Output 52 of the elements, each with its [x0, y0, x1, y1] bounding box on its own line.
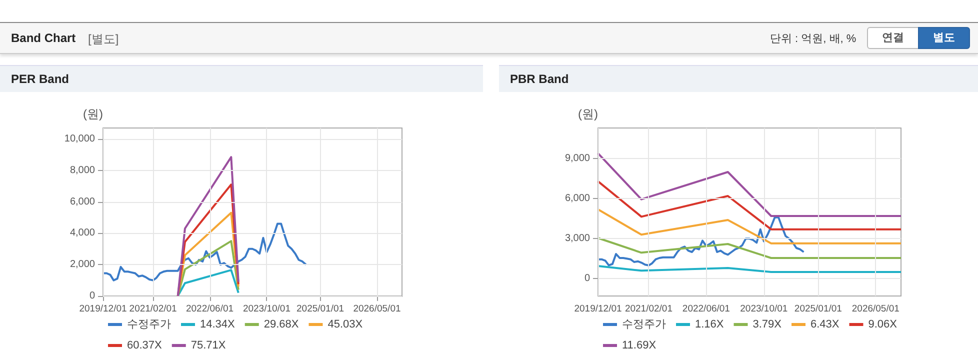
- line-series: [176, 156, 240, 297]
- x-tick-label: 2023/10/01: [740, 304, 788, 314]
- text: 단위 : 억원, 배, %: [770, 32, 856, 46]
- legend-label: 3.79X: [752, 318, 782, 330]
- x-tick-label: 2022/06/01: [186, 304, 234, 314]
- x-tick-label: 2023/10/01: [242, 304, 290, 314]
- legend-label: 29.68X: [264, 318, 300, 330]
- y-tick-label: 2,000: [70, 259, 96, 270]
- y-tick-label: 0: [89, 290, 96, 302]
- x-tick-label: 2022/06/01: [682, 304, 730, 314]
- legend-label: 9.06X: [868, 318, 898, 330]
- x-tick-label: 2026/05/01: [353, 304, 401, 314]
- legend-label: 6.43X: [810, 318, 840, 330]
- y-tick-label: 3,000: [564, 233, 590, 244]
- y-tick-label: 0: [584, 273, 590, 284]
- legend-label: 75.71X: [190, 340, 226, 352]
- y-tick-label: 6,000: [70, 196, 96, 208]
- y-tick-label: 10,000: [64, 133, 96, 144]
- y-tick-label: 9,000: [564, 153, 590, 164]
- text: 별도: [918, 27, 970, 49]
- y-axis-title: (원): [578, 107, 598, 121]
- legend-label: 45.03X: [328, 318, 364, 330]
- line-series: [597, 216, 805, 266]
- legend-label: 14.34X: [200, 318, 236, 330]
- x-tick-label: 2021/02/01: [624, 304, 672, 314]
- x-tick-label: 2025/01/01: [296, 304, 344, 314]
- y-tick-label: 8,000: [70, 164, 96, 176]
- legend-label: 11.69X: [622, 340, 657, 352]
- x-tick-label: 2019/12/01: [79, 304, 127, 314]
- line-series: [102, 222, 307, 282]
- line-series: [176, 269, 240, 297]
- legend-label: 1.16X: [695, 318, 724, 330]
- line-series: [597, 208, 902, 244]
- y-axis-title: (원): [83, 107, 103, 121]
- x-tick-label: 2026/05/01: [852, 304, 900, 314]
- chart-title: PER Band: [0, 65, 483, 92]
- x-tick-label: 2019/12/01: [574, 304, 622, 314]
- line-series: [597, 152, 902, 217]
- line-series: [176, 240, 240, 297]
- legend-label: 수정주가: [622, 318, 666, 330]
- text: 연결: [867, 27, 919, 49]
- legend-label: 수정주가: [127, 318, 171, 330]
- legend-label: 60.37X: [127, 340, 163, 352]
- x-tick-label: 2021/02/01: [129, 304, 177, 314]
- text: Band Chart: [11, 31, 76, 45]
- y-tick-label: 4,000: [70, 228, 96, 239]
- line-series: [597, 237, 902, 259]
- x-tick-label: 2025/01/01: [794, 304, 842, 314]
- chart-title: PBR Band: [499, 65, 978, 92]
- text: [별도]: [88, 31, 119, 48]
- y-tick-label: 6,000: [564, 193, 590, 204]
- line-series: [597, 180, 902, 230]
